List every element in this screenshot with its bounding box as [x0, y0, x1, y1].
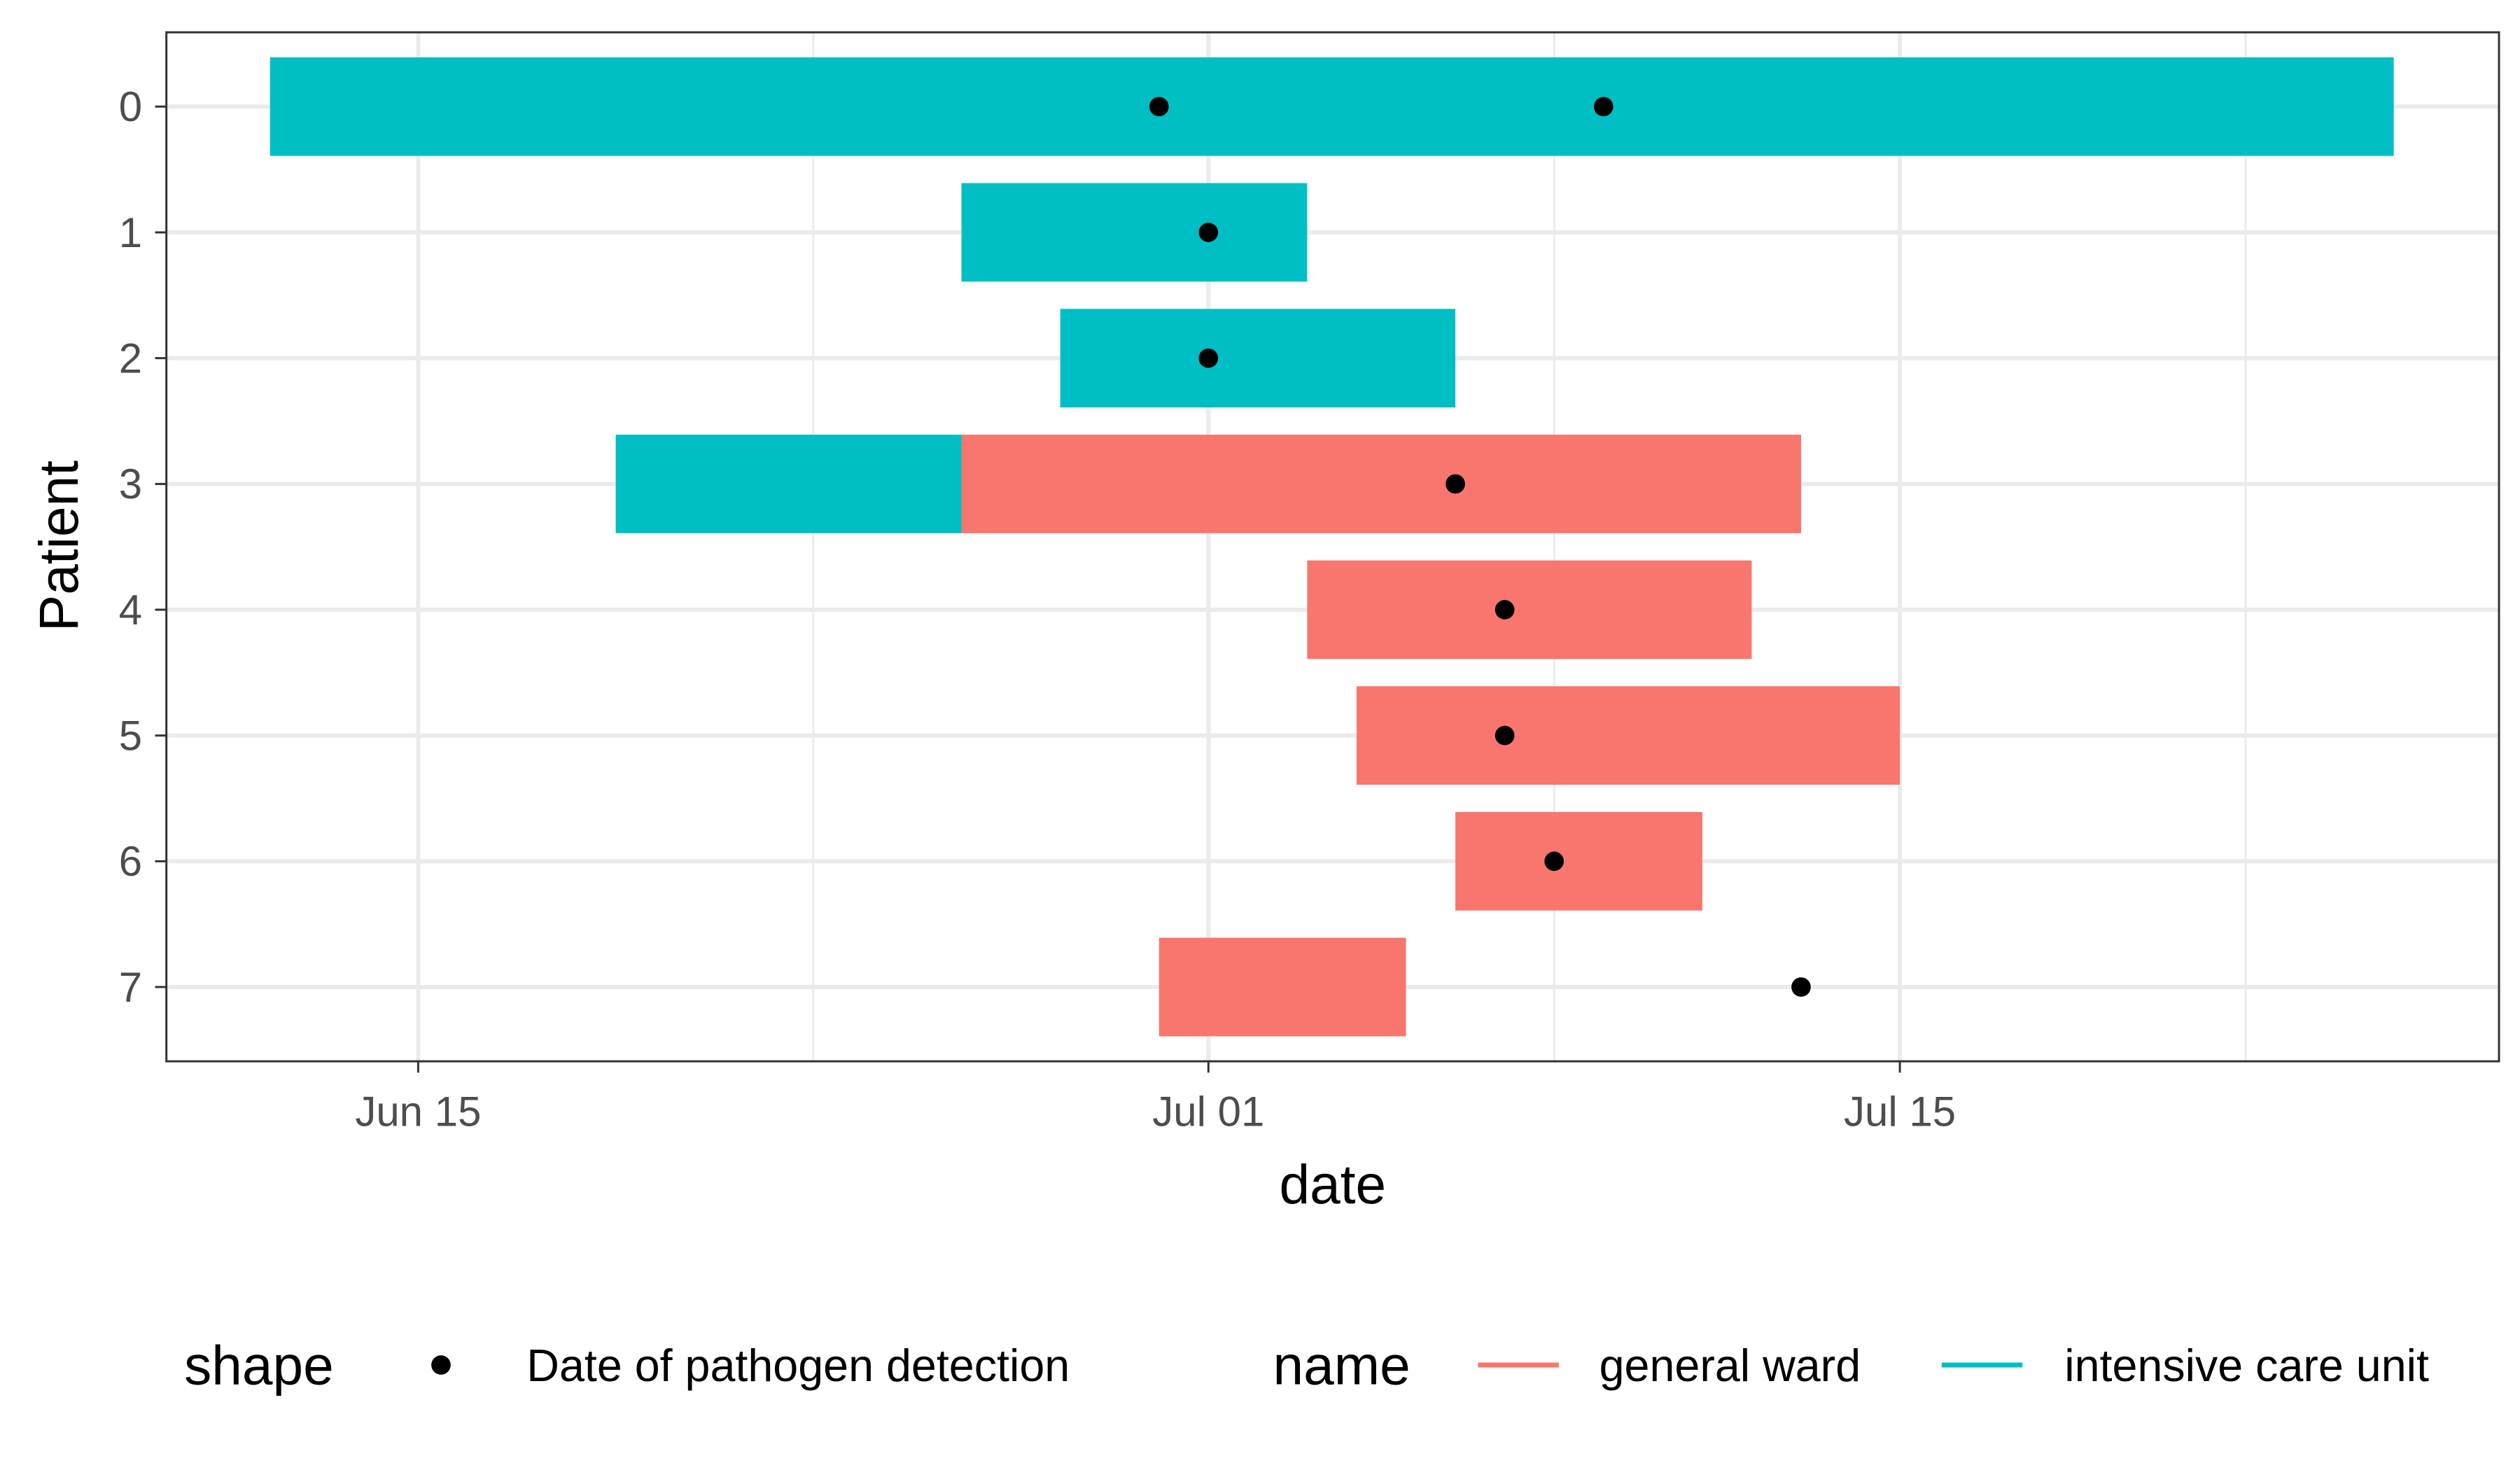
stay-bar	[1158, 937, 1406, 1037]
panel-border	[165, 31, 2500, 1063]
bars	[270, 57, 2394, 1037]
detection-point	[1198, 348, 1219, 368]
detection-point	[1149, 97, 1169, 117]
stay-bar	[1356, 686, 1900, 785]
y-tick-label: 7	[119, 964, 142, 1011]
legend-general-ward-label: general ward	[1600, 1340, 1861, 1391]
y-tick-label: 5	[119, 712, 142, 759]
x-tick-label: Jun 15	[355, 1088, 481, 1135]
legend-shape-title: shape	[184, 1335, 334, 1396]
legend-name-title: name	[1273, 1335, 1410, 1396]
detection-point	[1494, 725, 1515, 746]
stay-bar	[961, 183, 1308, 282]
y-axis: 0 1 2 3 4 5 6 7	[119, 83, 167, 1011]
y-tick-label: 6	[119, 838, 142, 885]
stay-bar	[615, 434, 962, 533]
stay-bar	[270, 57, 2394, 156]
detection-point	[1494, 600, 1515, 620]
detection-point	[1446, 474, 1465, 494]
legend-shape-label: Date of pathogen detection	[526, 1340, 1070, 1391]
detection-point	[1544, 851, 1564, 872]
y-tick-label: 2	[119, 335, 142, 382]
stay-bar	[1060, 309, 1456, 408]
x-axis-label: date	[1279, 1154, 1386, 1215]
y-tick-label: 0	[119, 83, 142, 130]
y-tick-label: 3	[119, 461, 142, 507]
legend-icu-label: intensive care unit	[2064, 1340, 2429, 1391]
legend: shape Date of pathogen detection name ge…	[184, 1335, 2429, 1396]
x-tick-label: Jul 15	[1844, 1088, 1956, 1135]
y-axis-label: Patient	[28, 461, 90, 631]
detection-point	[1791, 977, 1811, 997]
x-tick-label: Jul 01	[1152, 1088, 1264, 1135]
x-axis: Jun 15 Jul 01 Jul 15	[355, 1061, 1956, 1135]
detection-point	[1198, 223, 1219, 242]
stay-bar	[961, 434, 1801, 533]
grid	[166, 32, 2499, 1062]
stay-bar	[1455, 811, 1702, 911]
detection-point	[1593, 97, 1614, 117]
y-tick-label: 4	[119, 587, 142, 634]
stay-bar	[1307, 560, 1752, 659]
legend-point-key	[431, 1355, 451, 1375]
points	[1149, 97, 1811, 997]
y-tick-label: 1	[119, 209, 142, 256]
